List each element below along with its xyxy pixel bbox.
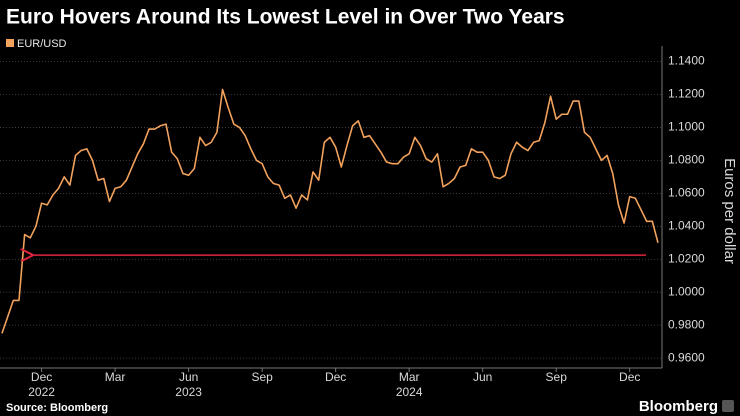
x-tick-label: Mar: [105, 370, 126, 384]
x-tick-label: Dec: [325, 370, 346, 384]
x-tick-label: Sep: [546, 370, 568, 384]
x-year-label: 2023: [175, 385, 202, 399]
y-tick-label: 1.1200: [668, 87, 705, 101]
y-axis-title: Euros per dollar: [721, 158, 738, 264]
x-tick-label: Dec: [31, 370, 52, 384]
price-line: [1, 88, 659, 334]
x-year-label: 2022: [28, 385, 55, 399]
chart-title: Euro Hovers Around Its Lowest Level in O…: [6, 6, 565, 29]
brand-logo: Bloomberg: [639, 398, 718, 415]
x-tick-label: Dec: [619, 370, 640, 384]
x-tick-label: Sep: [251, 370, 273, 384]
y-tick-label: 1.0200: [668, 251, 705, 265]
x-tick-label: Jun: [473, 370, 492, 384]
legend-label: EUR/USD: [17, 38, 67, 50]
legend-swatch: [6, 39, 14, 47]
y-tick-label: 1.0600: [668, 186, 705, 200]
y-tick-label: 0.9600: [668, 350, 705, 364]
x-tick-label: Jun: [179, 370, 198, 384]
x-year-label: 2024: [396, 385, 423, 399]
x-tick-label: Mar: [399, 370, 420, 384]
y-tick-label: 1.0800: [668, 153, 705, 167]
y-tick-label: 1.1000: [668, 120, 705, 134]
y-tick-label: 1.0000: [668, 284, 705, 298]
y-tick-label: 1.0400: [668, 218, 705, 232]
brand-icon: [722, 400, 734, 412]
y-tick-label: 1.1400: [668, 54, 705, 68]
source: Source: Bloomberg: [6, 402, 108, 414]
y-tick-label: 0.9800: [668, 317, 705, 331]
